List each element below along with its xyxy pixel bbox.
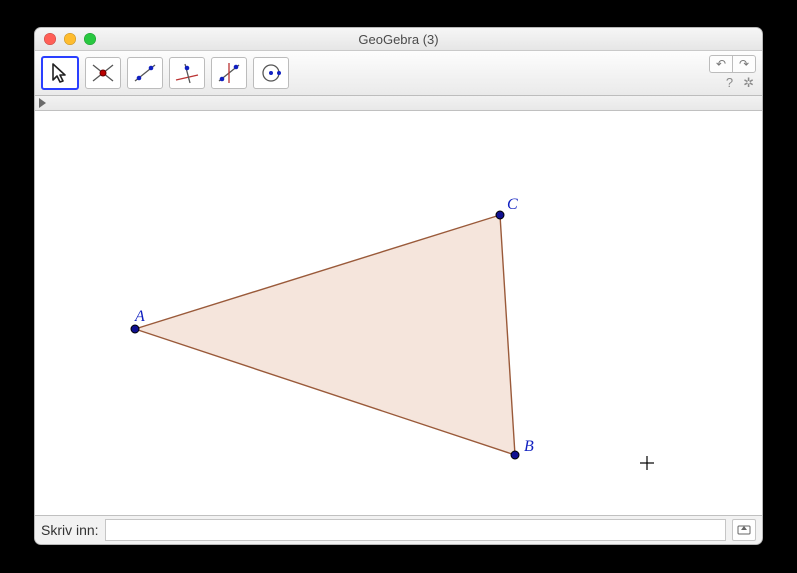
point-B[interactable] bbox=[511, 451, 519, 459]
point-label-B: B bbox=[524, 438, 534, 455]
intersect-tool[interactable] bbox=[211, 57, 247, 89]
keyboard-icon bbox=[737, 524, 751, 536]
help-button[interactable]: ? bbox=[726, 75, 733, 91]
move-tool[interactable] bbox=[41, 56, 79, 90]
panel-strip bbox=[35, 96, 762, 111]
input-label: Skriv inn: bbox=[41, 522, 99, 538]
toolbar: ↶ ↷ ? ✲ bbox=[35, 51, 762, 96]
graphics-view[interactable]: A B C bbox=[35, 111, 762, 516]
point-label-A: A bbox=[134, 308, 145, 325]
redo-icon: ↷ bbox=[739, 57, 749, 71]
app-window: GeoGebra (3) bbox=[34, 27, 763, 545]
titlebar: GeoGebra (3) bbox=[35, 28, 762, 51]
window-controls bbox=[35, 33, 96, 45]
settings-button[interactable]: ✲ bbox=[743, 75, 754, 91]
undo-redo-group: ↶ ↷ bbox=[709, 55, 756, 73]
segment-cross-icon bbox=[216, 61, 242, 85]
cursor-icon bbox=[47, 61, 73, 85]
intersect-lines-icon bbox=[90, 61, 116, 85]
close-window-button[interactable] bbox=[44, 33, 56, 45]
circle-tool[interactable] bbox=[253, 57, 289, 89]
perpendicular-tool[interactable] bbox=[169, 57, 205, 89]
undo-button[interactable]: ↶ bbox=[709, 55, 732, 73]
geometry-canvas[interactable]: A B C bbox=[35, 111, 762, 515]
line-tool[interactable] bbox=[127, 57, 163, 89]
point-label-C: C bbox=[507, 196, 518, 213]
perpendicular-icon bbox=[174, 61, 200, 85]
undo-icon: ↶ bbox=[716, 57, 726, 71]
panel-toggle-icon[interactable] bbox=[39, 98, 46, 108]
minimize-window-button[interactable] bbox=[64, 33, 76, 45]
circle-icon bbox=[258, 61, 284, 85]
point-C[interactable] bbox=[496, 211, 504, 219]
triangle-polygon[interactable] bbox=[135, 215, 515, 455]
line-two-points-icon bbox=[132, 61, 158, 85]
virtual-keyboard-button[interactable] bbox=[732, 519, 756, 541]
redo-button[interactable]: ↷ bbox=[732, 55, 756, 73]
point-tool[interactable] bbox=[85, 57, 121, 89]
crosshair-cursor bbox=[640, 456, 654, 470]
window-title: GeoGebra (3) bbox=[35, 32, 762, 47]
point-A[interactable] bbox=[131, 325, 139, 333]
input-bar: Skriv inn: bbox=[35, 516, 762, 544]
zoom-window-button[interactable] bbox=[84, 33, 96, 45]
command-input[interactable] bbox=[105, 519, 726, 541]
toolbar-right: ↶ ↷ ? ✲ bbox=[709, 55, 756, 91]
